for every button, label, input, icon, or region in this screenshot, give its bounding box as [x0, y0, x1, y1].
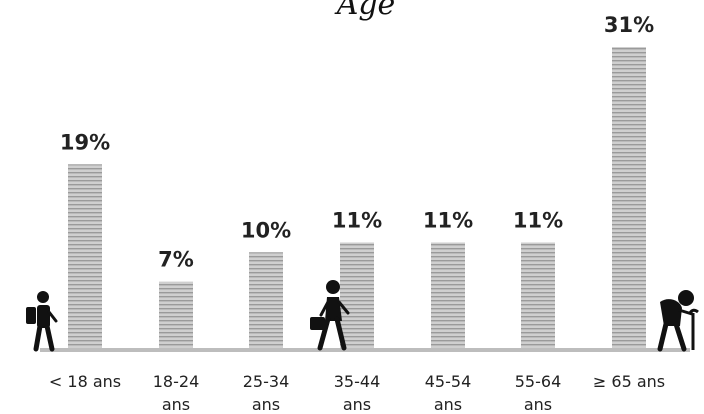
category-label: 45-54 ans [425, 372, 472, 414]
value-label: 19% [60, 130, 110, 154]
elderly-person-with-cane-icon [657, 290, 699, 352]
value-label: 10% [241, 218, 291, 242]
bar [68, 164, 102, 350]
bar [521, 242, 555, 350]
bar [159, 281, 193, 350]
bar [431, 242, 465, 350]
value-label: 11% [332, 208, 382, 232]
child-with-backpack-icon [26, 291, 58, 352]
bar [249, 252, 283, 350]
category-label: < 18 ans [49, 372, 121, 391]
category-label: ≥ 65 ans [593, 372, 665, 391]
category-label: 18-24 ans [153, 372, 200, 414]
category-labels-group: < 18 ans 18-24 ans 25-34 ans 35-44 ans 45-54 ans… [49, 372, 665, 414]
value-label: 11% [423, 208, 473, 232]
value-label: 7% [158, 248, 194, 272]
category-label: 25-34 ans [243, 372, 290, 414]
value-label: 11% [513, 208, 563, 232]
category-label: 35-44 ans [334, 372, 381, 414]
bar [340, 242, 374, 350]
bars-group [68, 47, 646, 350]
walking-person-with-briefcase-icon [310, 280, 350, 351]
value-label: 31% [604, 13, 654, 37]
chart-title: Âge [334, 0, 396, 22]
value-labels-group: 19% 7% 10% 11% 11% 11% 31% [60, 13, 654, 272]
category-label: 55-64 ans [515, 372, 562, 414]
bar [612, 47, 646, 350]
